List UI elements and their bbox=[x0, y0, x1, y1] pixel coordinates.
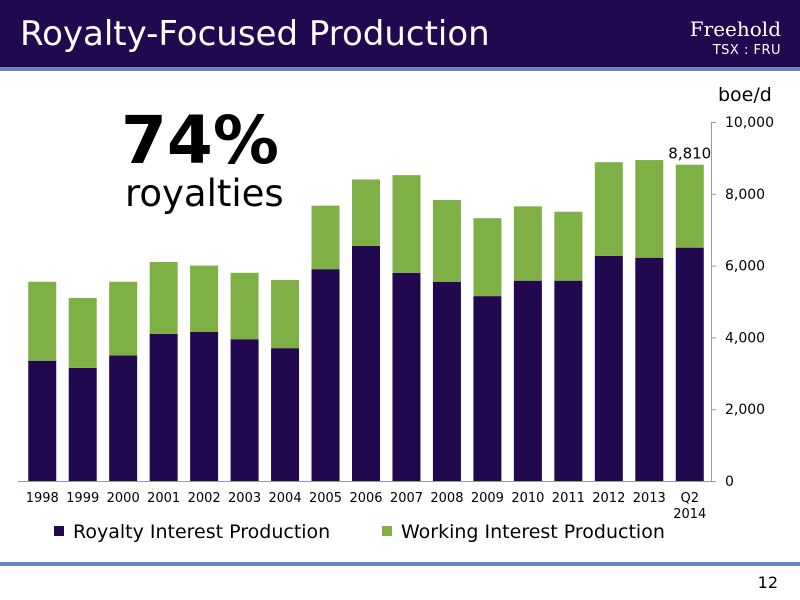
working-bar bbox=[594, 162, 623, 256]
x-tick-label: 2003 bbox=[228, 491, 261, 506]
header-divider bbox=[0, 67, 800, 71]
x-tick-label: 2011 bbox=[552, 491, 585, 506]
working-bar bbox=[473, 218, 502, 297]
x-tick-label: 2008 bbox=[430, 491, 463, 506]
royalty-bar bbox=[271, 348, 300, 481]
x-tick-label: 2000 bbox=[107, 491, 140, 506]
royalty-bar bbox=[392, 272, 421, 481]
working-bar bbox=[68, 297, 97, 368]
royalty-bar bbox=[28, 360, 57, 481]
x-tick-label: 2010 bbox=[511, 491, 544, 506]
page-number: 12 bbox=[757, 573, 778, 592]
x-tick-label: 2006 bbox=[349, 491, 382, 506]
royalty-percentage-label: royalties bbox=[125, 172, 284, 215]
company-logo: Freehold bbox=[689, 17, 781, 41]
royalty-bar bbox=[432, 281, 461, 481]
royalty-bar bbox=[68, 367, 97, 481]
slide-title: Royalty-Focused Production bbox=[20, 14, 490, 54]
y-tick-label: 2,000 bbox=[725, 402, 765, 418]
royalty-bar bbox=[554, 280, 583, 481]
royalty-bar bbox=[352, 245, 380, 481]
royalty-bar bbox=[109, 355, 138, 481]
working-bar bbox=[28, 281, 57, 361]
working-bar bbox=[635, 160, 664, 258]
y-tick-label: 0 bbox=[725, 474, 734, 490]
working-bar bbox=[230, 272, 259, 340]
y-tick-label: 8,000 bbox=[725, 187, 765, 203]
working-bar bbox=[554, 211, 583, 281]
header-bar bbox=[0, 0, 800, 67]
x-tick-label: Q2 bbox=[681, 491, 700, 506]
royalty-percentage: 74% bbox=[121, 102, 279, 179]
royalty-bar bbox=[149, 333, 178, 481]
legend-swatch bbox=[54, 526, 64, 536]
y-tick-label: 6,000 bbox=[725, 259, 765, 275]
x-tick-label: 2002 bbox=[188, 491, 221, 506]
production-chart: 0 2,000 4,000 6,000 8,000 10,000 boe/d 1998 1999… bbox=[18, 84, 774, 543]
x-tick-label: 1998 bbox=[26, 491, 59, 506]
x-tick-label: 2013 bbox=[633, 491, 666, 506]
x-tick-label: 2009 bbox=[471, 491, 504, 506]
working-bar bbox=[513, 206, 542, 281]
working-bar bbox=[675, 164, 704, 248]
x-tick-label: 2004 bbox=[269, 491, 302, 506]
working-bar bbox=[109, 281, 138, 356]
y-axis-unit-label: boe/d bbox=[718, 84, 772, 106]
royalty-bar bbox=[513, 280, 542, 481]
royalty-bar bbox=[190, 332, 219, 481]
ticker-symbol: TSX : FRU bbox=[712, 43, 781, 58]
legend-swatch bbox=[382, 526, 392, 536]
legend-label: Royalty Interest Production bbox=[73, 521, 330, 543]
royalty-bar bbox=[311, 269, 340, 481]
working-bar bbox=[432, 199, 461, 282]
legend-label: Working Interest Production bbox=[401, 521, 665, 543]
footer-divider bbox=[0, 562, 800, 566]
working-bar bbox=[271, 279, 300, 349]
working-bar bbox=[149, 262, 178, 334]
working-bar bbox=[392, 175, 421, 273]
x-tick-label: 1999 bbox=[66, 491, 99, 506]
x-tick-label: 2007 bbox=[390, 491, 423, 506]
x-tick-label: 2014 bbox=[673, 507, 706, 522]
y-tick-label: 10,000 bbox=[725, 115, 774, 131]
working-bar bbox=[311, 205, 340, 270]
royalty-bar bbox=[635, 257, 664, 481]
working-bar bbox=[352, 179, 380, 246]
x-tick-label: 2012 bbox=[592, 491, 625, 506]
x-tick-label: 2001 bbox=[147, 491, 180, 506]
royalty-bar bbox=[473, 296, 502, 481]
total-data-label: 8,810 bbox=[668, 145, 711, 163]
royalty-bar bbox=[675, 247, 704, 481]
working-bar bbox=[190, 265, 219, 333]
royalty-bar bbox=[594, 255, 623, 481]
royalty-bar bbox=[230, 339, 259, 481]
y-tick-label: 4,000 bbox=[725, 330, 765, 346]
x-tick-label: 2005 bbox=[309, 491, 342, 506]
